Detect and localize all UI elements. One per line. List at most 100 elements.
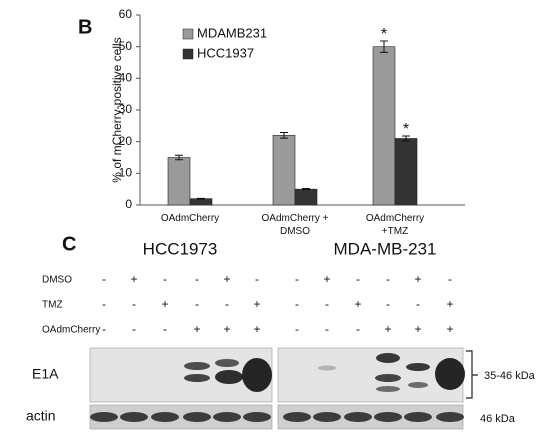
legend-label: MDAMB231: [197, 25, 267, 40]
treatment-sign: +: [253, 297, 260, 311]
blot-band: [151, 412, 179, 422]
treatment-sign: +: [384, 322, 391, 336]
blot-band: [313, 412, 341, 422]
treatment-sign: +: [253, 322, 260, 336]
treatment-sign: +: [223, 272, 230, 286]
blot-band: [404, 412, 432, 422]
blot-band: [242, 358, 272, 392]
treatment-sign: -: [255, 272, 259, 286]
treatment-sign: -: [102, 322, 106, 336]
treatment-sign: -: [195, 297, 199, 311]
treatment-sign: +: [223, 322, 230, 336]
treatment-sign: +: [414, 322, 421, 336]
legend-swatch: [182, 28, 194, 40]
treatment-sign: -: [416, 297, 420, 311]
blot-band: [344, 412, 372, 422]
bar: [372, 46, 396, 206]
treatment-label: TMZ: [42, 300, 63, 311]
treatment-sign: -: [356, 272, 360, 286]
group-title: MDA-MB-231: [334, 239, 437, 258]
y-tick-label: 10: [119, 166, 133, 180]
treatment-sign: -: [386, 272, 390, 286]
size-label: 35-46 kDa: [484, 370, 536, 382]
bar: [272, 135, 296, 206]
treatment-sign: -: [325, 297, 329, 311]
treatment-sign: -: [295, 322, 299, 336]
treatment-sign: +: [130, 272, 137, 286]
blot-band: [374, 412, 402, 422]
y-tick-label: 0: [125, 197, 132, 211]
bar: [189, 198, 213, 206]
blot-band: [184, 374, 210, 382]
treatment-sign: +: [323, 272, 330, 286]
treatment-label: OAdmCherry: [42, 325, 100, 336]
treatment-sign: +: [193, 322, 200, 336]
treatment-sign: -: [356, 322, 360, 336]
size-label: 46 kDa: [480, 413, 516, 425]
treatment-sign: -: [132, 297, 136, 311]
x-tick-label: OAdmCherry: [161, 213, 219, 224]
treatment-sign: +: [446, 297, 453, 311]
treatment-sign: +: [414, 272, 421, 286]
blot-band: [215, 359, 239, 367]
x-tick-label: OAdmCherry +TMZ: [366, 213, 424, 237]
treatment-sign: -: [386, 297, 390, 311]
treatment-sign: +: [161, 297, 168, 311]
blot-band: [184, 362, 210, 370]
legend-swatch: [182, 48, 194, 60]
blot-band: [408, 382, 428, 388]
y-axis-label: % of mCherry-positive cells: [110, 37, 124, 182]
blot-band: [376, 353, 400, 363]
y-tick-label: 40: [119, 71, 133, 85]
bar: [394, 138, 418, 206]
blot-label: E1A: [32, 366, 59, 382]
treatment-sign: -: [163, 272, 167, 286]
bar: [167, 157, 191, 206]
blot-band: [318, 365, 336, 371]
treatment-sign: -: [195, 272, 199, 286]
treatment-sign: -: [132, 322, 136, 336]
blot-band: [120, 412, 148, 422]
blot-band: [215, 370, 243, 384]
error-bar: [175, 154, 183, 161]
significance-mark: *: [403, 121, 409, 138]
bar: [294, 188, 318, 206]
error-bar: [197, 197, 205, 200]
treatment-sign: -: [448, 272, 452, 286]
y-tick-label: 50: [119, 39, 133, 53]
blot-band: [435, 358, 465, 390]
blot-band: [213, 412, 241, 422]
bracket: [466, 350, 478, 399]
blot-band: [375, 374, 401, 382]
blot-label: actin: [26, 408, 56, 424]
treatment-sign: -: [225, 297, 229, 311]
treatment-sign: -: [325, 322, 329, 336]
x-tick-label: OAdmCherry + DMSO: [262, 213, 329, 237]
treatment-label: DMSO: [42, 275, 72, 286]
significance-mark: *: [381, 26, 387, 43]
legend-label: HCC1937: [197, 45, 254, 60]
treatment-sign: -: [295, 272, 299, 286]
blot-band: [283, 412, 311, 422]
y-tick-label: 60: [119, 7, 133, 21]
group-title: HCC1973: [143, 239, 218, 258]
error-bar: [280, 131, 288, 139]
panel-label: C: [62, 233, 76, 255]
error-bar: [380, 40, 388, 53]
treatment-sign: -: [102, 272, 106, 286]
blot-band: [376, 386, 400, 392]
error-bar: [302, 188, 310, 191]
treatment-sign: -: [102, 297, 106, 311]
blot-band: [406, 363, 430, 371]
treatment-sign: +: [354, 297, 361, 311]
panel-label: B: [78, 16, 92, 38]
error-bar: [402, 135, 410, 142]
blot-membrane: [277, 347, 464, 403]
y-tick-label: 20: [119, 134, 133, 148]
blot-band: [90, 412, 118, 422]
y-tick-label: 30: [119, 102, 133, 116]
blot-band: [436, 412, 464, 422]
blot-band: [243, 412, 271, 422]
treatment-sign: -: [295, 297, 299, 311]
